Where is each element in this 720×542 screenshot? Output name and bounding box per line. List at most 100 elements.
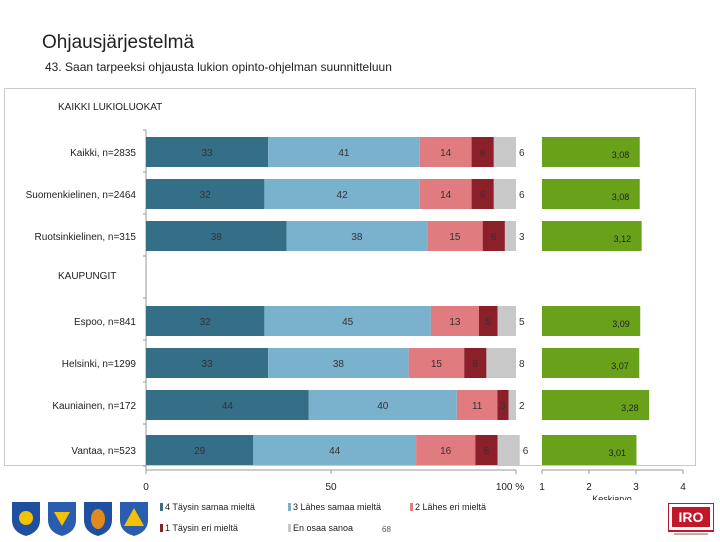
data-label: 13 xyxy=(449,317,461,328)
legend-swatch xyxy=(160,524,163,532)
data-label: 2 xyxy=(519,401,525,412)
bar-segment xyxy=(427,221,483,251)
page-number: 68 xyxy=(382,525,391,534)
data-label: 44 xyxy=(329,446,341,457)
legend-item-2: 2 Lähes eri mieltä xyxy=(410,502,486,512)
data-label: 3 xyxy=(519,232,525,243)
bar-segment xyxy=(493,179,516,209)
bar-segment xyxy=(464,348,487,378)
mean-tick-label: 1 xyxy=(539,482,545,493)
data-label: 41 xyxy=(338,148,350,159)
bar-segment xyxy=(268,348,409,378)
legend-label: 4 Täysin samaa mieltä xyxy=(165,502,255,512)
section-label: KAIKKI LUKIOLUOKAT xyxy=(58,102,162,113)
mean-bar xyxy=(542,348,640,378)
bar-segment xyxy=(264,306,431,336)
legend-label: 3 Lähes samaa mieltä xyxy=(293,502,382,512)
section-label: KAUPUNGIT xyxy=(58,271,116,282)
x-tick-label: 0 xyxy=(143,482,149,493)
mean-bar xyxy=(542,137,640,167)
legend-swatch xyxy=(288,524,291,532)
bar-segment xyxy=(416,435,476,465)
legend-label: 1 Täysin eri mieltä xyxy=(165,523,238,533)
mean-tick-label: 4 xyxy=(680,482,686,493)
bar-segment xyxy=(486,348,516,378)
bar-segment xyxy=(482,221,505,251)
mean-label: 3,07 xyxy=(611,361,629,371)
data-label: 33 xyxy=(201,359,213,370)
legend-swatch xyxy=(160,503,163,511)
legend-item-4: 4 Täysin samaa mieltä xyxy=(160,502,255,512)
data-label: 16 xyxy=(440,446,452,457)
row-label: Vantaa, n=523 xyxy=(71,446,136,457)
data-label: 6 xyxy=(523,446,529,457)
data-label: 40 xyxy=(377,401,389,412)
legend-swatch xyxy=(410,503,413,511)
legend-label: En osaa sanoa xyxy=(293,523,354,533)
data-label: 6 xyxy=(519,148,525,159)
mean-bar xyxy=(542,390,650,420)
bar-segment xyxy=(456,390,498,420)
bar-segment xyxy=(146,137,269,167)
data-label: 38 xyxy=(211,232,223,243)
legend-item-eos: En osaa sanoa xyxy=(288,523,353,533)
mean-label: 3,28 xyxy=(621,403,639,413)
bar-segment xyxy=(146,221,287,251)
city-crests xyxy=(12,502,148,536)
bar-segment xyxy=(497,306,516,336)
legend-label: 2 Lähes eri mieltä xyxy=(415,502,487,512)
mean-bar xyxy=(542,179,640,209)
data-label: 32 xyxy=(200,190,212,201)
bar-segment xyxy=(146,435,254,465)
data-label: 15 xyxy=(449,232,461,243)
crest-icon xyxy=(120,502,148,536)
mean-bar xyxy=(542,306,641,336)
data-label: 6 xyxy=(519,190,525,201)
mean-tick-label: 3 xyxy=(633,482,639,493)
data-label: 29 xyxy=(194,446,206,457)
bar-segment xyxy=(475,435,498,465)
data-label: 6 xyxy=(484,446,490,457)
row-label: Helsinki, n=1299 xyxy=(62,359,137,370)
bar-segment xyxy=(479,306,498,336)
legend-swatch xyxy=(288,503,291,511)
data-label: 44 xyxy=(222,401,234,412)
data-label: 5 xyxy=(519,317,525,328)
bar-segment xyxy=(286,221,428,251)
bar-segment xyxy=(253,435,417,465)
page-title: Ohjausjärjestelmä xyxy=(42,32,195,53)
row-label: Kauniainen, n=172 xyxy=(52,401,136,412)
data-label: 33 xyxy=(201,148,213,159)
data-label: 5 xyxy=(485,317,491,328)
bar-segment xyxy=(497,435,520,465)
mean-bar xyxy=(542,221,642,251)
data-label: 6 xyxy=(480,190,486,201)
bar-segment xyxy=(497,390,509,420)
x-tick-label: 50 xyxy=(325,482,337,493)
bar-segment xyxy=(268,137,420,167)
data-label: 38 xyxy=(333,359,345,370)
crest-icon xyxy=(84,502,112,536)
bar-segment xyxy=(419,137,472,167)
mean-bar xyxy=(542,435,637,465)
stacked-bar-chart: KAIKKI LUKIOLUOKAT KAUPUNGIT 0 50 100 % 1 2 3 4 K… xyxy=(26,102,687,500)
logo-text: IRO xyxy=(679,509,704,525)
data-label: 6 xyxy=(491,232,497,243)
row-label: Espoo, n=841 xyxy=(74,317,136,328)
bar-segment xyxy=(504,221,516,251)
crest-icon xyxy=(48,502,76,536)
bar-segment xyxy=(264,179,420,209)
data-label: 42 xyxy=(337,190,349,201)
mean-label: 3,12 xyxy=(614,234,632,244)
data-label: 8 xyxy=(519,359,525,370)
row-label: Suomenkielinen, n=2464 xyxy=(26,190,137,201)
mean-label: 3,08 xyxy=(612,150,630,160)
data-label: 38 xyxy=(351,232,363,243)
data-label: 14 xyxy=(440,190,452,201)
iro-logo: IRO xyxy=(667,502,715,537)
bar-segment xyxy=(471,137,494,167)
mean-axis-label: Keskiarvo xyxy=(592,494,632,500)
bar-segment xyxy=(471,179,494,209)
x-tick-label: 100 % xyxy=(496,482,524,493)
bar-segment xyxy=(308,390,457,420)
